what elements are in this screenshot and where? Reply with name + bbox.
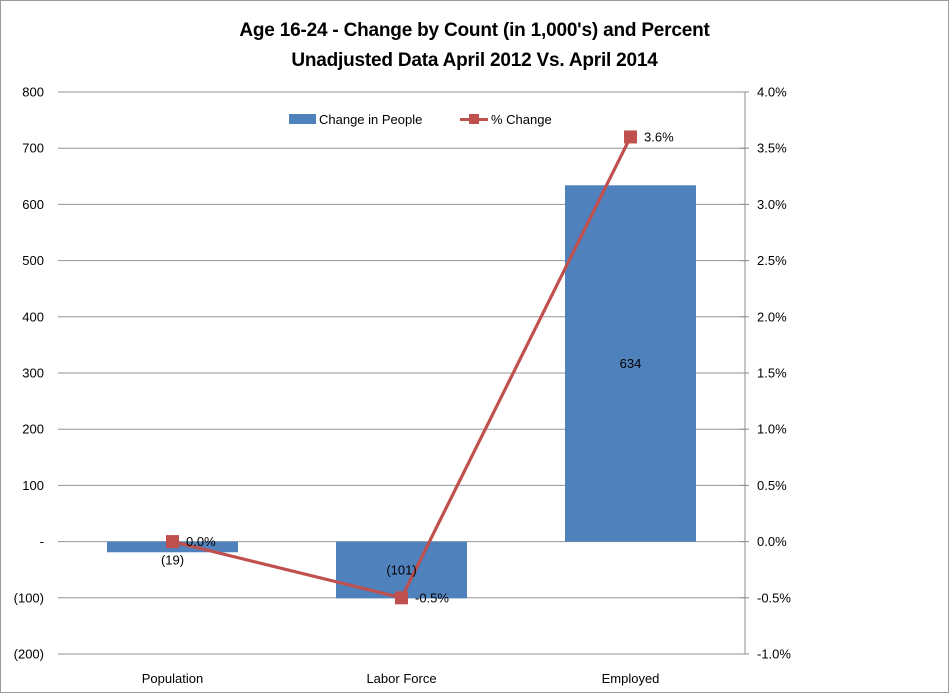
percent-change-line [172, 136, 632, 600]
left-axis-tick-label: - [40, 534, 44, 549]
right-axis-tick-label: -1.0% [757, 647, 791, 662]
bar-data-label-population: (19) [161, 552, 184, 567]
line-marker-employed [624, 130, 637, 144]
category-label-employed: Employed [602, 671, 660, 686]
legend-label-change-in-people: Change in People [319, 111, 423, 127]
bar-series-swatch-icon [289, 114, 316, 124]
right-axis-tick-label: 0.5% [757, 478, 787, 493]
bar-data-label-labor-force: (101) [386, 562, 416, 577]
line-marker-population [166, 535, 179, 549]
category-label-labor-force: Labor Force [366, 671, 436, 686]
right-axis-tick-label: 1.0% [757, 422, 787, 437]
bar-labor-force [336, 541, 467, 599]
left-axis-tick-label: 600 [22, 197, 44, 212]
left-axis-tick-label: (200) [14, 647, 44, 662]
chart-title-line2: Unadjusted Data April 2012 Vs. April 201… [291, 50, 658, 71]
chart-title-line1: Age 16-24 - Change by Count (in 1,000's)… [239, 20, 710, 41]
left-axis-tick-label: 800 [22, 85, 44, 100]
right-axis-tick-label: 4.0% [757, 85, 787, 100]
category-label-population: Population [142, 671, 203, 686]
line-data-label-employed: 3.6% [644, 129, 674, 144]
left-axis-tick-label: 200 [22, 422, 44, 437]
bar-data-label-employed: 634 [620, 356, 642, 371]
left-axis-tick-label: (100) [14, 590, 44, 605]
legend-label-percent-change: % Change [491, 111, 552, 127]
left-axis-tick-label: 700 [22, 141, 44, 156]
right-axis-tick-label: 1.5% [757, 366, 787, 381]
left-axis-tick-label: 300 [22, 366, 44, 381]
line-series-swatch-icon [460, 113, 488, 126]
right-axis-tick-label: -0.5% [757, 590, 791, 605]
chart-title: Age 16-24 - Change by Count (in 1,000's)… [0, 16, 949, 76]
right-axis-tick-label: 3.0% [757, 197, 787, 212]
line-data-label-labor-force: -0.5% [415, 590, 449, 605]
legend-item-change-in-people: Change in People [289, 111, 422, 127]
left-axis-tick-label: 500 [22, 253, 44, 268]
line-marker-labor-force [395, 591, 408, 605]
legend-item-percent-change: % Change [460, 111, 552, 127]
line-data-label-population: 0.0% [186, 534, 216, 549]
right-axis-tick-label: 0.0% [757, 534, 787, 549]
right-axis-tick-label: 2.5% [757, 253, 787, 268]
left-axis-tick-label: 100 [22, 478, 44, 493]
right-axis-tick-label: 3.5% [757, 141, 787, 156]
right-axis-tick-label: 2.0% [757, 309, 787, 324]
bar-employed [565, 185, 696, 542]
left-axis-tick-label: 400 [22, 309, 44, 324]
